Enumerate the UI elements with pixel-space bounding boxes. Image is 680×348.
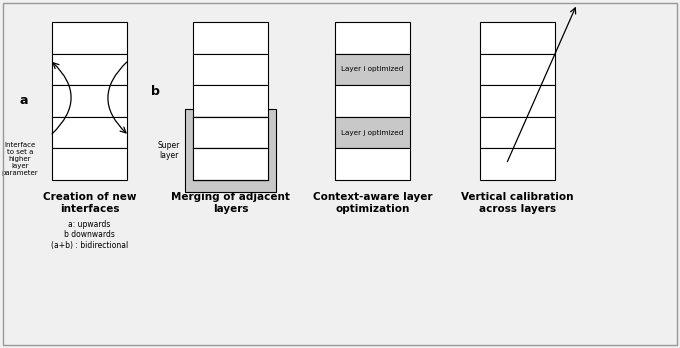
Bar [193, 148, 268, 180]
Text: a: upwards
b downwards
(a+b) : bidirectional: a: upwards b downwards (a+b) : bidirecti… [51, 220, 128, 250]
Text: a: a [20, 95, 29, 108]
Bar [335, 54, 410, 85]
Bar [193, 85, 268, 117]
Bar [480, 54, 555, 85]
Bar [193, 117, 268, 148]
Text: Creation of new
interfaces: Creation of new interfaces [43, 192, 136, 214]
Text: b: b [150, 85, 159, 98]
Bar [480, 22, 555, 54]
Bar [335, 85, 410, 117]
Bar [185, 109, 276, 192]
Bar [193, 22, 268, 54]
Bar [52, 117, 127, 148]
Bar [480, 117, 555, 148]
Text: Merging of adjacent
layers: Merging of adjacent layers [171, 192, 290, 214]
Bar [335, 117, 410, 148]
Bar [52, 148, 127, 180]
Text: Layer j optimized: Layer j optimized [341, 129, 404, 136]
Text: Vertical calibration
across layers: Vertical calibration across layers [461, 192, 574, 214]
Bar [52, 54, 127, 85]
Text: Layer i optimized: Layer i optimized [341, 66, 404, 72]
Bar [193, 117, 268, 148]
Text: Interface
to set a
higher
layer
parameter: Interface to set a higher layer paramete… [1, 142, 38, 176]
Bar [52, 85, 127, 117]
Bar [193, 148, 268, 180]
Text: Super
layer: Super layer [158, 141, 180, 160]
Bar [335, 22, 410, 54]
Bar [52, 22, 127, 54]
Bar [335, 148, 410, 180]
Bar [193, 54, 268, 85]
Text: Context-aware layer
optimization: Context-aware layer optimization [313, 192, 432, 214]
Bar [480, 85, 555, 117]
Bar [480, 148, 555, 180]
